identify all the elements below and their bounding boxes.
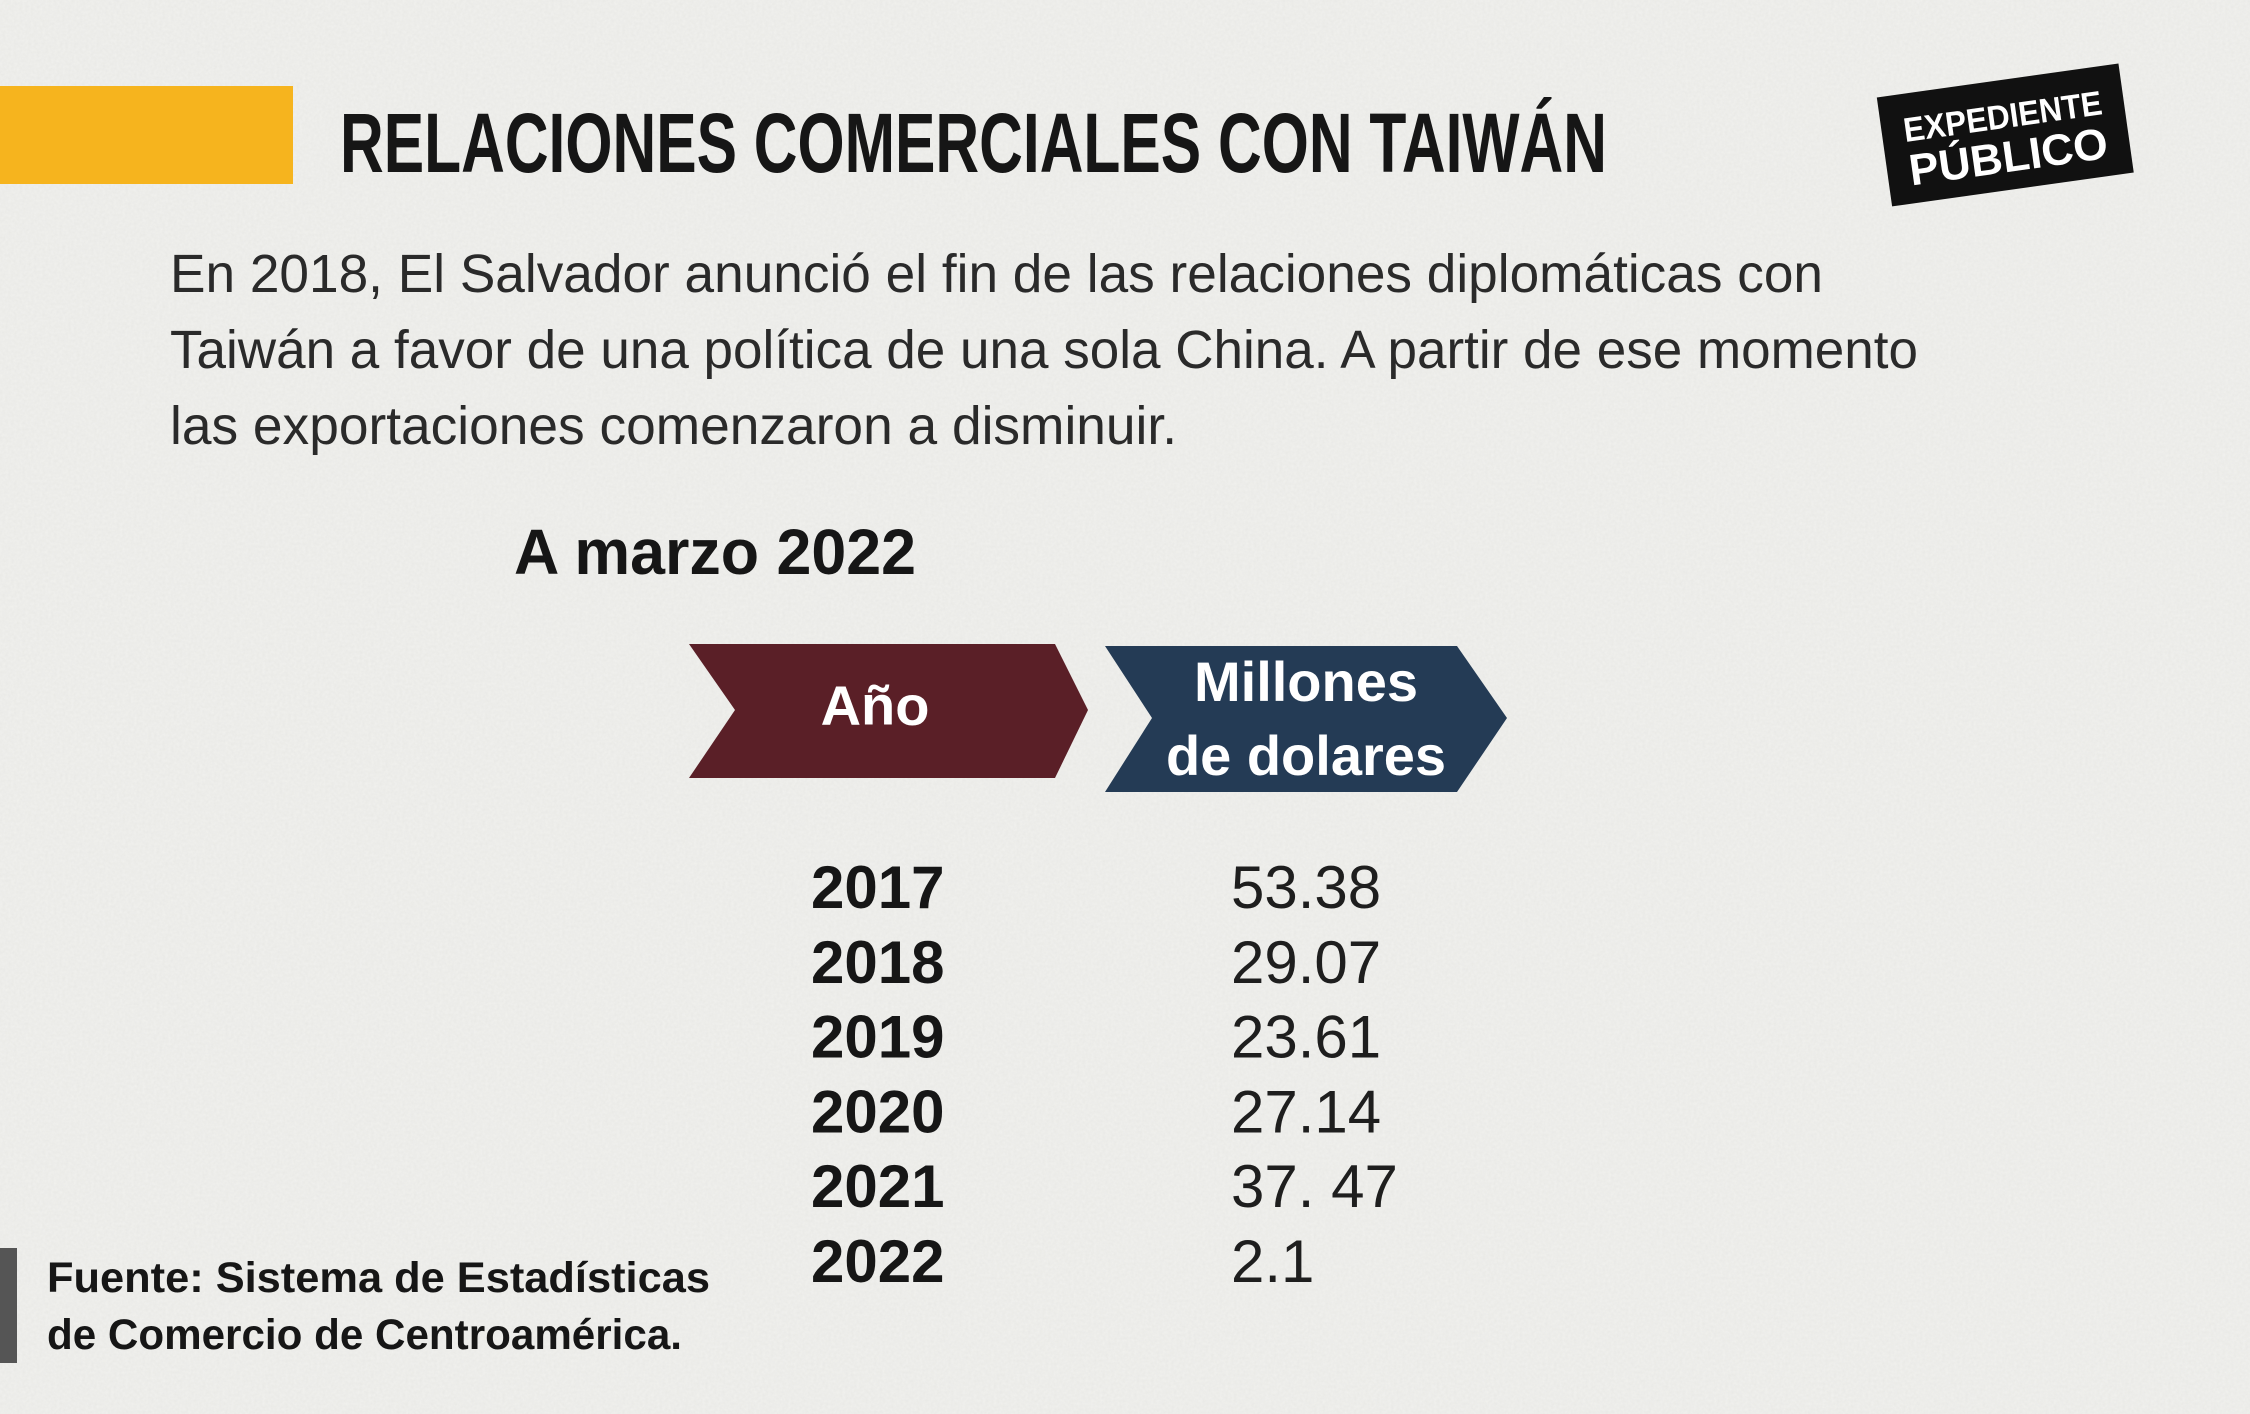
value-cell: 2.1 (1231, 1228, 1314, 1295)
column-header: Año (821, 674, 930, 737)
source-line: de Comercio de Centroamérica. (47, 1311, 682, 1359)
header-arrow (689, 644, 1088, 778)
table-body: 2017 53.38 2018 29.07 2019 23.61 2020 27.14 2021… (811, 854, 1398, 1295)
value-cell: 29.07 (1231, 929, 1381, 996)
year-cell: 2021 (811, 1153, 944, 1220)
source-line: Fuente: Sistema de Estadísticas (47, 1254, 710, 1302)
intro-line: las exportaciones comenzaron a disminuir… (170, 396, 1177, 456)
header-arrow (1105, 646, 1507, 792)
value-cell: 23.61 (1231, 1004, 1381, 1071)
source-bar (0, 1248, 17, 1363)
column-header: de dolares (1166, 724, 1446, 787)
year-cell: 2018 (811, 929, 944, 996)
year-cell: 2019 (811, 1004, 944, 1071)
accent-bar (0, 86, 293, 184)
year-cell: 2022 (811, 1228, 944, 1295)
column-header: Millones (1194, 650, 1418, 713)
year-cell: 2017 (811, 854, 944, 921)
logo-stamp (1876, 63, 2134, 207)
value-cell: 27.14 (1231, 1078, 1381, 1145)
year-cell: 2020 (811, 1078, 944, 1145)
logo: EXPEDIENTE PÚBLICO (1876, 63, 2134, 207)
intro-line: En 2018, El Salvador anunció el fin de l… (170, 244, 1823, 304)
title: RELACIONES COMERCIALES CON TAIWÁN (340, 96, 1607, 190)
table-subtitle: A marzo 2022 (514, 516, 916, 588)
value-cell: 53.38 (1231, 854, 1381, 921)
value-cell: 37. 47 (1231, 1153, 1398, 1220)
intro-line: Taiwán a favor de una política de una so… (170, 320, 1918, 380)
